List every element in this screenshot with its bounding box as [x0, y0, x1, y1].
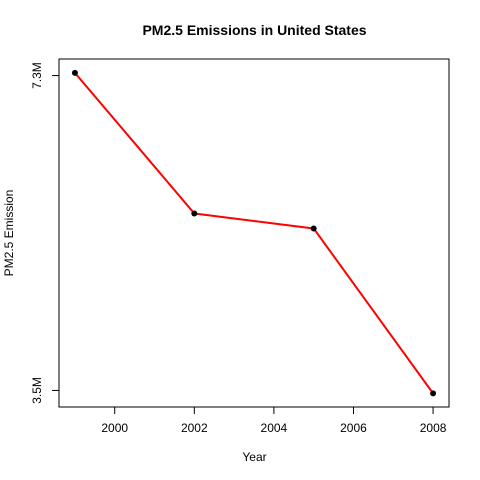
y-tick-label: 7.3M: [30, 62, 44, 89]
data-point: [430, 390, 437, 397]
data-point: [191, 210, 198, 217]
x-tick-label: 2006: [340, 421, 367, 435]
x-tick-label: 2002: [181, 421, 208, 435]
y-axis: 3.5M 7.3M: [30, 62, 59, 404]
y-axis-label: PM2.5 Emission: [2, 190, 16, 277]
x-axis-label: Year: [242, 450, 266, 464]
series-line: [74, 72, 434, 394]
x-axis: 2000 2002 2004 2006 2008: [101, 407, 447, 435]
plot-area: [58, 58, 450, 408]
chart-title: PM2.5 Emissions in United States: [142, 22, 366, 38]
series-layer: [71, 69, 437, 397]
x-tick-label: 2000: [101, 421, 128, 435]
data-point: [71, 69, 78, 76]
y-tick-label: 3.5M: [30, 377, 44, 404]
x-tick-label: 2004: [261, 421, 288, 435]
data-point: [310, 225, 317, 232]
x-tick-label: 2008: [420, 421, 447, 435]
